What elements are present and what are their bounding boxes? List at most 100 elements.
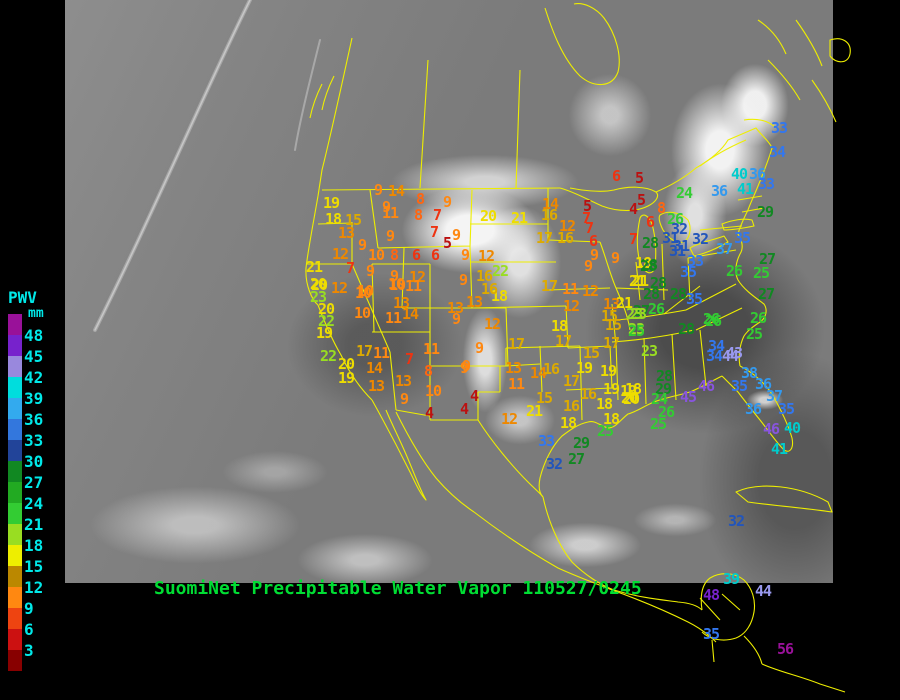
station-pwv-value: 12 [483,315,501,333]
legend-swatch [8,608,22,629]
station-pwv-value: 18 [324,210,342,228]
station-pwv-value: 15 [582,344,600,362]
legend-tick-label: 33 [24,431,44,450]
station-pwv-value: 28 [649,274,667,292]
station-pwv-value: 6 [430,246,440,264]
legend-swatch [8,566,22,587]
station-pwv-value: 9 [583,257,593,275]
station-pwv-value: 29 [654,380,672,398]
station-pwv-value: 7 [404,350,414,368]
station-pwv-value: 48 [702,586,720,604]
station-pwv-value: 35 [733,229,751,247]
legend-swatch [8,629,22,650]
station-pwv-value: 36 [710,182,728,200]
legend-tick-label: 30 [24,452,44,471]
station-pwv-value: 12 [581,282,599,300]
legend-swatch [8,314,22,335]
station-pwv-value: 9 [458,271,468,289]
station-pwv-value: 46 [762,420,780,438]
station-pwv-value: 25 [596,422,614,440]
station-pwv-value: 18 [490,287,508,305]
station-pwv-value: 18 [550,317,568,335]
station-pwv-value: 26 [702,310,720,328]
station-pwv-value: 20 [622,390,640,408]
station-pwv-value: 4 [469,387,479,405]
station-pwv-value: 38 [740,364,758,382]
station-pwv-value: 9 [461,357,471,375]
station-pwv-value: 9 [357,236,367,254]
legend-swatch [8,440,22,461]
station-pwv-value: 12 [331,245,349,263]
station-pwv-value: 32 [545,455,563,473]
station-pwv-value: 32 [670,220,688,238]
legend-unit-label: mm [28,306,44,321]
station-pwv-value: 37 [715,240,733,258]
station-pwv-value: 18 [595,395,613,413]
station-pwv-value: 8 [656,199,666,217]
station-pwv-value: 36 [744,400,762,418]
legend-swatch [8,419,22,440]
station-pwv-value: 10 [367,246,385,264]
station-pwv-value: 20 [479,207,497,225]
legend-tick-label: 18 [24,536,44,555]
legend-tick-label: 9 [24,599,34,618]
station-pwv-value: 10 [356,282,374,300]
legend-tick-label: 45 [24,347,44,366]
station-pwv-value: 25 [745,325,763,343]
station-pwv-value: 26 [657,403,675,421]
station-pwv-value: 40 [730,165,748,183]
station-pwv-value: 25 [752,264,770,282]
station-pwv-value: 32 [691,230,709,248]
station-pwv-value: 11 [381,204,399,222]
station-pwv-value: 21 [510,209,528,227]
station-pwv-value: 6 [611,167,621,185]
station-pwv-value: 31 [672,237,690,255]
station-pwv-value: 12 [408,268,426,286]
station-pwv-value: 12 [477,247,495,265]
station-pwv-value: 56 [776,640,794,658]
station-pwv-value: 13 [392,294,410,312]
station-pwv-value: 7 [628,230,638,248]
station-pwv-value: 9 [474,339,484,357]
legend-swatches [8,314,22,671]
station-pwv-value: 4 [628,200,638,218]
station-pwv-value: 13 [337,224,355,242]
station-pwv-value: 23 [625,305,643,323]
station-pwv-value: 23 [629,305,647,323]
station-pwv-value: 6 [588,232,598,250]
station-pwv-value: 20 [337,355,355,373]
station-pwv-value: 19 [599,362,617,380]
station-pwv-value: 20 [309,275,327,293]
station-pwv-value: 17 [507,335,525,353]
station-pwv-value: 12 [558,217,576,235]
station-pwv-value: 37 [765,387,783,405]
legend-swatch [8,650,22,671]
station-pwv-value: 8 [423,362,433,380]
station-pwv-value: 21 [628,272,646,290]
station-pwv-value: 20 [620,389,638,407]
station-pwv-value: 11 [507,375,525,393]
legend-title: PWV [8,288,37,307]
legend-tick-label: 27 [24,473,44,492]
station-pwv-value: 34 [705,347,723,365]
legend-swatch [8,398,22,419]
station-pwv-value: 28 [642,285,660,303]
station-pwv-value: 9 [610,249,620,267]
station-pwv-value: 9 [460,246,470,264]
station-pwv-value: 21 [305,258,323,276]
station-pwv-value: 23 [309,288,327,306]
station-pwv-value: 41 [736,180,754,198]
station-pwv-value: 16 [562,397,580,415]
station-pwv-value: 9 [459,359,469,377]
station-pwv-value: 9 [373,181,383,199]
station-pwv-value: 14 [529,364,547,382]
station-pwv-value: 14 [401,305,419,323]
station-pwv-value: 12 [330,279,348,297]
station-pwv-value: 19 [619,382,637,400]
station-pwv-value: 5 [442,234,452,252]
station-pwv-value: 34 [707,337,725,355]
station-pwv-value: 8 [413,206,423,224]
station-pwv-value: 16 [540,206,558,224]
station-pwv-value: 35 [777,400,795,418]
